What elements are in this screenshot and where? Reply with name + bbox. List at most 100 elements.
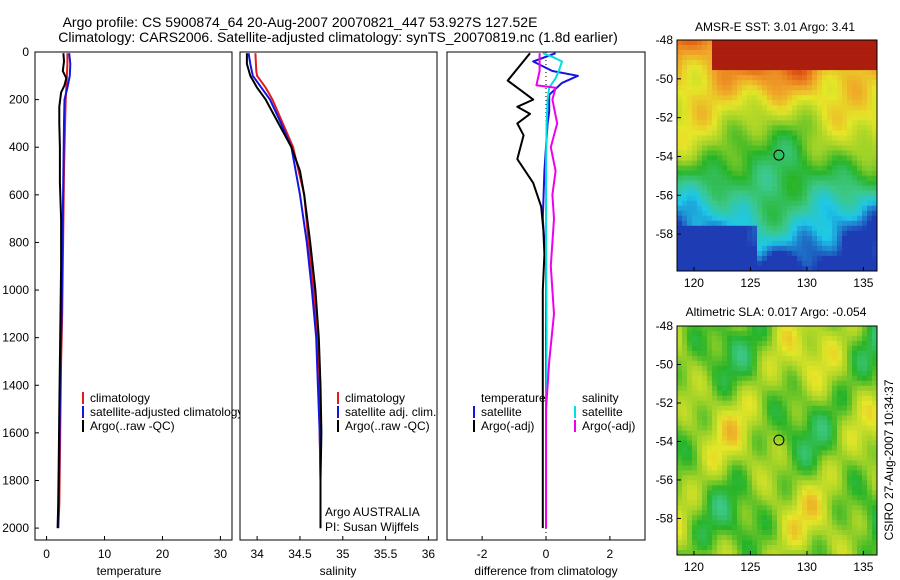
heatmap-cell <box>687 255 693 262</box>
heatmap-cell <box>747 125 753 131</box>
heatmap-cell <box>837 510 843 516</box>
heatmap-cell <box>802 170 808 176</box>
heatmap-cell <box>747 360 753 367</box>
heatmap-cell <box>772 390 778 396</box>
heatmap-cell <box>732 95 738 101</box>
heatmap-cell <box>692 440 698 446</box>
heatmap-cell <box>807 65 813 71</box>
heatmap-cell <box>732 115 738 121</box>
heatmap-cell <box>777 365 783 372</box>
heatmap-cell <box>812 160 818 166</box>
heatmap-cell <box>772 540 778 546</box>
heatmap-cell <box>842 165 848 171</box>
heatmap-cell <box>852 395 858 401</box>
heatmap-cell <box>692 250 698 257</box>
heatmap-cell <box>832 380 838 387</box>
heatmap-cell <box>717 65 723 71</box>
heatmap-cell <box>842 115 848 121</box>
heatmap-cell <box>742 65 748 71</box>
heatmap-cell <box>857 385 863 392</box>
heatmap-cell <box>767 515 773 521</box>
heatmap-cell <box>722 180 728 186</box>
heatmap-cell <box>857 165 863 171</box>
heatmap-cell <box>762 265 768 272</box>
heatmap-cell <box>787 326 793 332</box>
heatmap-cell <box>837 550 843 556</box>
heatmap-cell <box>797 365 803 372</box>
heatmap-cell <box>797 180 803 186</box>
heatmap-cell <box>722 355 728 362</box>
heatmap-cell <box>717 190 723 196</box>
heatmap-cell <box>822 145 828 151</box>
heatmap-cell <box>862 405 868 411</box>
heatmap-cell <box>817 90 823 96</box>
heatmap-cell <box>722 60 728 66</box>
heatmap-cell <box>767 550 773 556</box>
heatmap-cell <box>712 175 718 181</box>
heatmap-cell <box>692 350 698 357</box>
heatmap-cell <box>747 335 753 342</box>
heatmap-cell <box>792 520 798 526</box>
heatmap-cell <box>847 85 853 91</box>
heatmap-cell <box>757 455 763 461</box>
heatmap-cell <box>762 370 768 377</box>
heatmap-cell <box>697 115 703 121</box>
heatmap-cell <box>737 80 743 86</box>
heatmap-cell <box>752 495 758 501</box>
heatmap-cell <box>772 260 778 267</box>
heatmap-cell <box>807 350 813 357</box>
heatmap-cell <box>712 235 718 242</box>
heatmap-cell <box>782 230 788 237</box>
heatmap-cell <box>727 140 733 146</box>
heatmap-cell <box>777 205 783 212</box>
heatmap-cell <box>852 240 858 247</box>
heatmap-cell <box>787 210 793 217</box>
heatmap-cell <box>727 260 733 267</box>
heatmap-cell <box>842 340 848 347</box>
heatmap-cell <box>727 365 733 372</box>
heatmap-cell <box>797 470 803 476</box>
heatmap-cell <box>692 100 698 106</box>
heatmap-cell <box>677 235 683 242</box>
sst-heatmap-cells <box>677 40 878 272</box>
heatmap-cell <box>827 165 833 171</box>
heatmap-cell <box>787 175 793 181</box>
heatmap-cell <box>787 55 793 61</box>
heatmap-cell <box>717 110 723 116</box>
heatmap-cell <box>797 405 803 411</box>
heatmap-cell <box>682 345 688 352</box>
heatmap-cell <box>682 380 688 387</box>
heatmap-cell <box>737 425 743 431</box>
heatmap-cell <box>762 145 768 151</box>
heatmap-cell <box>862 505 868 511</box>
heatmap-cell <box>817 195 823 201</box>
heatmap-cell <box>797 530 803 536</box>
heatmap-cell <box>737 250 743 257</box>
heatmap-cell <box>872 365 878 372</box>
heatmap-cell <box>792 70 798 76</box>
heatmap-cell <box>742 350 748 357</box>
heatmap-cell <box>742 375 748 382</box>
heatmap-cell <box>762 415 768 421</box>
heatmap-cell <box>762 125 768 131</box>
heatmap-cell <box>722 326 728 332</box>
heatmap-cell <box>792 245 798 252</box>
heatmap-cell <box>867 525 873 531</box>
heatmap-cell <box>682 100 688 106</box>
heatmap-cell <box>767 255 773 262</box>
heatmap-cell <box>802 495 808 501</box>
heatmap-cell <box>827 375 833 382</box>
heatmap-cell <box>802 460 808 466</box>
heatmap-cell <box>697 535 703 541</box>
heatmap-cell <box>782 500 788 506</box>
heatmap-cell <box>792 495 798 501</box>
heatmap-cell <box>712 500 718 506</box>
map-ytick-label: -56 <box>656 188 674 202</box>
heatmap-cell <box>847 485 853 491</box>
heatmap-cell <box>697 55 703 61</box>
heatmap-cell <box>797 100 803 106</box>
heatmap-cell <box>747 110 753 116</box>
heatmap-cell <box>792 460 798 466</box>
heatmap-cell <box>817 470 823 476</box>
heatmap-cell <box>872 440 878 446</box>
